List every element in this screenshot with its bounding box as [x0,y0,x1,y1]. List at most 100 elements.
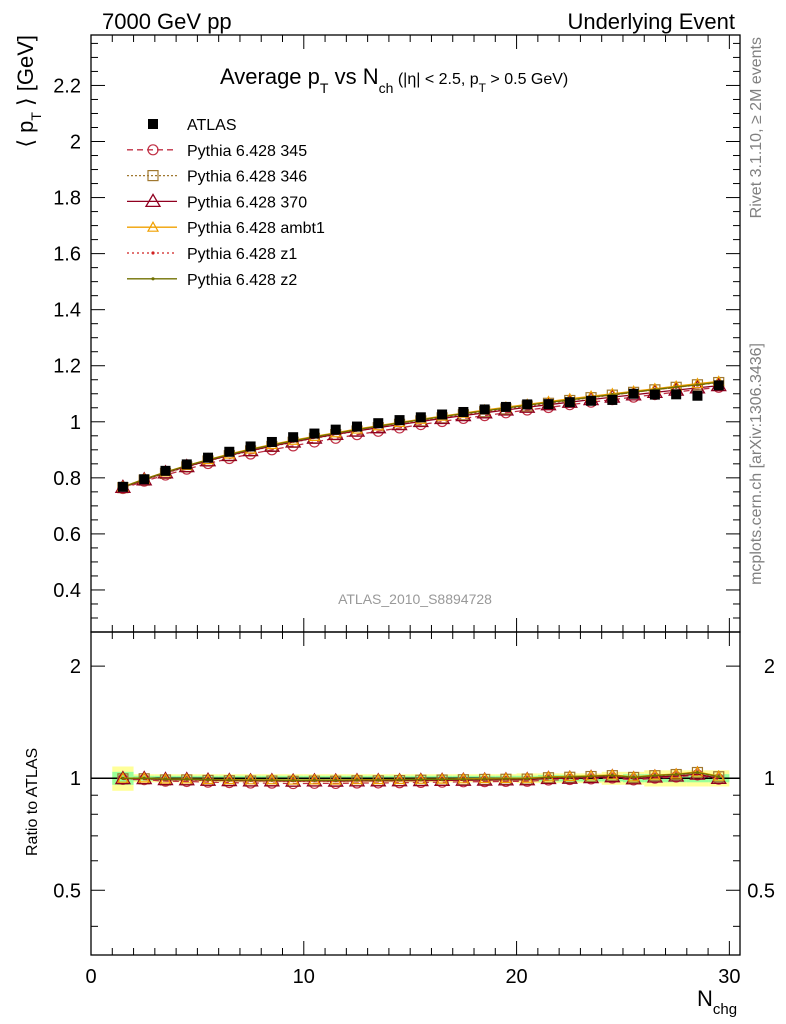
data-point-atlas [671,389,682,400]
legend-label-p370: Pythia 6.428 370 [187,194,307,211]
ratio-panel: 0 10 20 30 0.5 0.5 1 1 2 2 [53,631,775,988]
ratio-point-z2 [504,777,508,781]
ratio-point-z2 [397,778,402,782]
ratio-point-z2 [270,778,274,782]
ratio-point-ambt1 [585,769,598,781]
data-point-atlas [607,394,618,405]
ratio-point-ambt1 [329,773,342,785]
data-point-atlas [203,452,214,463]
x-label-sub: chg [713,1001,737,1018]
data-point-atlas [181,459,192,470]
ratio-point-ambt1 [372,773,385,785]
data-point-atlas [117,481,128,492]
ratio-point-ambt1 [223,773,236,785]
legend-entry-p345: Pythia 6.428 345 [127,143,307,160]
ratio-point-ambt1 [265,773,278,785]
ratio-point-z2 [206,778,210,782]
legend-entry-p346: Pythia 6.428 346 [127,169,307,186]
ratio-point-z2 [674,772,678,777]
y-tick-label: 2.2 [53,75,81,97]
data-point-atlas [373,418,384,429]
y-tick-label: 1.2 [53,356,81,378]
ratio-point-ambt1 [606,768,619,780]
y-axis-label-ratio: Ratio to ATLAS [24,748,41,856]
y-tick-label: 0.4 [53,580,81,602]
plot-title: Average pT vs Nch (|η| < 2.5, pT > 0.5 G… [220,64,568,96]
legend-marker-ambt1 [146,220,160,232]
data-point-atlas [139,474,150,485]
y-tick-label: 1.8 [53,188,81,210]
ratio-y-tick-label-right: 0.5 [747,880,775,902]
ratio-panel-frame [90,631,741,956]
header-process-label: Underlying Event [567,9,735,34]
ratio-y-tick-label-left: 0.5 [53,880,81,902]
ratio-point-z2 [717,775,721,779]
legend-label-z1: Pythia 6.428 z1 [187,246,297,263]
ratio-point-z2 [419,778,423,782]
series-atlas [117,380,724,492]
data-point-atlas [245,441,256,452]
ratio-point-z2 [291,778,295,783]
data-point-atlas [692,390,703,401]
data-point-atlas [160,465,171,476]
data-point-atlas [479,404,490,415]
legend-entry-p370: Pythia 6.428 370 [127,193,307,211]
data-point-atlas [564,397,575,408]
ratio-y-tick-label-left: 2 [70,656,81,678]
ratio-point-z2 [568,775,572,779]
y-tick-label: 1.4 [53,300,81,322]
y-tick-label: 2 [70,132,81,154]
data-point-atlas [330,424,341,435]
ratio-point-ambt1 [499,772,512,783]
legend-entry-ambt1: Pythia 6.428 ambt1 [127,220,325,237]
legend-label-p345: Pythia 6.428 345 [187,143,307,160]
x-axis-label: Nchg [697,986,737,1018]
y-label-pre: ⟨ p [13,121,38,148]
ratio-point-z2 [248,778,253,782]
ratio-point-ambt1 [542,770,555,782]
data-point-atlas [288,432,299,443]
data-point-atlas [309,428,320,439]
title-part-1: Average p [220,64,320,89]
data-point-atlas [394,415,405,426]
series-line-p345 [122,386,719,490]
y-tick-label: 0.8 [53,468,81,490]
legend-marker-p346 [147,170,159,182]
header-collision-label: 7000 GeV pp [102,9,232,34]
ratio-point-ambt1 [627,770,640,782]
ratio-point-ambt1 [521,771,534,783]
ratio-point-z2 [163,777,168,781]
series-line-p370 [122,384,719,488]
ratio-point-ambt1 [414,773,427,784]
ratio-point-ambt1 [563,770,576,781]
x-tick-label: 0 [85,966,96,988]
ratio-point-z2 [142,776,146,780]
y-tick-label: 1.6 [53,244,81,266]
mcplots-reference-label: mcplots.cern.ch [arXiv:1306.3436] [748,343,765,585]
x-tick-label: 30 [718,966,740,988]
title-sub-1: T [320,80,329,96]
ratio-point-z2 [589,774,593,778]
data-point-atlas [266,436,277,447]
ratio-point-z2 [695,770,700,775]
ratio-series-z2 [121,770,721,783]
x-tick-label: 20 [505,966,527,988]
data-point-ambt1 [691,377,704,389]
ratio-point-ambt1 [350,773,364,785]
analysis-label: ATLAS_2010_S8894728 [338,591,492,607]
ratio-point-ambt1 [138,771,151,783]
legend-entry-z2: Pythia 6.428 z2 [127,272,297,289]
ratio-point-z2 [185,777,189,781]
data-point-z2 [695,383,700,387]
ratio-point-z2 [461,777,465,781]
data-point-atlas [713,380,724,391]
ratio-point-z2 [376,778,380,782]
ratio-y-tick-label-right: 1 [764,768,775,790]
data-point-atlas [522,399,533,410]
legend-label-p346: Pythia 6.428 346 [187,169,307,186]
data-point-atlas [500,401,511,412]
ratio-point-ambt1 [244,773,257,785]
legend-entry-z1: Pythia 6.428 z1 [127,246,297,263]
ratio-point-ambt1 [670,767,683,779]
